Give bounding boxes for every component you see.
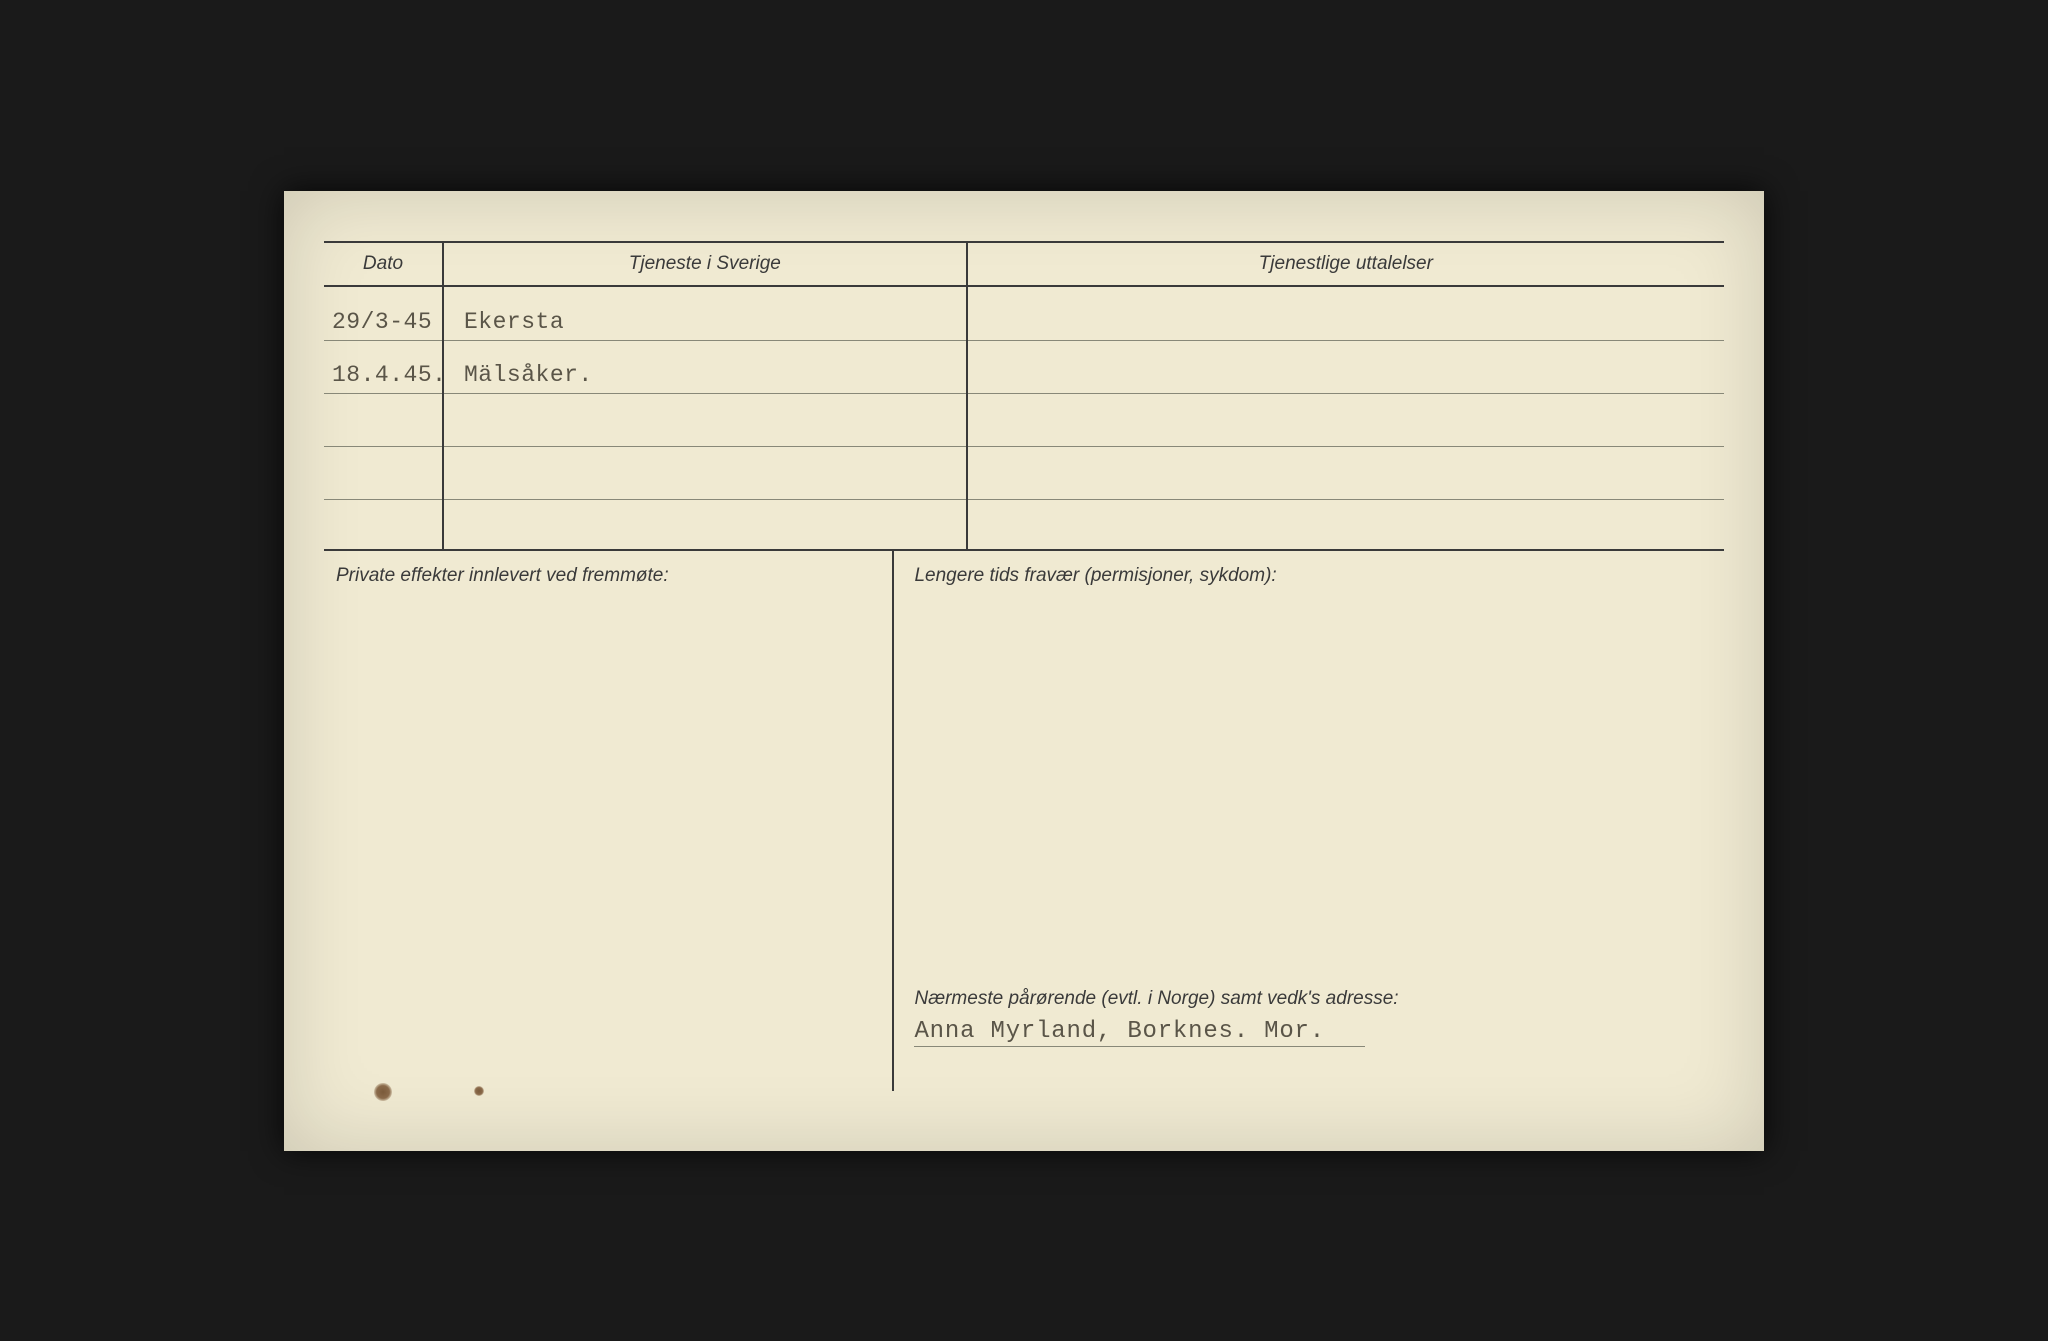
ruled-line (968, 393, 1724, 394)
private-effects-section: Private effekter innlevert ved fremmøte: (324, 551, 894, 1091)
ruled-line (324, 393, 442, 394)
column-dato: Dato 29/3-45 18.4.45. (324, 243, 444, 549)
ruled-line (444, 393, 966, 394)
ruled-line (444, 499, 966, 500)
uttalelser-body (968, 287, 1724, 549)
ruled-line (968, 340, 1724, 341)
tjeneste-body: Ekersta Mälsåker. (444, 287, 966, 549)
private-effects-label: Private effekter innlevert ved fremmøte: (336, 565, 880, 587)
relative-block: Nærmeste pårørende (evtl. i Norge) samt … (914, 988, 1704, 1077)
paper-stain (474, 1086, 484, 1096)
ruled-line (324, 499, 442, 500)
ruled-line (968, 446, 1724, 447)
ruled-line (324, 446, 442, 447)
relative-value: Anna Myrland, Borknes. Mor. (914, 1018, 1364, 1047)
tjeneste-entry-0: Ekersta (464, 309, 564, 335)
record-card: Dato 29/3-45 18.4.45. Tjeneste i Sverige… (284, 191, 1764, 1151)
ruled-line (968, 499, 1724, 500)
header-uttalelser: Tjenestlige uttalelser (968, 243, 1724, 287)
paper-stain (374, 1083, 392, 1101)
dato-entry-0: 29/3-45 (332, 309, 432, 335)
ruled-line (324, 340, 442, 341)
tjeneste-entry-1: Mälsåker. (464, 362, 593, 388)
ruled-line (444, 446, 966, 447)
column-uttalelser: Tjenestlige uttalelser (968, 243, 1724, 549)
top-section: Dato 29/3-45 18.4.45. Tjeneste i Sverige… (324, 241, 1724, 551)
header-dato: Dato (324, 243, 442, 287)
column-tjeneste: Tjeneste i Sverige Ekersta Mälsåker. (444, 243, 968, 549)
absence-label: Lengere tids fravær (permisjoner, sykdom… (914, 565, 1704, 587)
right-lower-section: Lengere tids fravær (permisjoner, sykdom… (894, 551, 1724, 1091)
header-tjeneste: Tjeneste i Sverige (444, 243, 966, 287)
dato-entry-1: 18.4.45. (332, 362, 446, 388)
bottom-section: Private effekter innlevert ved fremmøte:… (324, 551, 1724, 1091)
dato-body: 29/3-45 18.4.45. (324, 287, 442, 549)
relative-label: Nærmeste pårørende (evtl. i Norge) samt … (914, 988, 1704, 1010)
ruled-line (444, 340, 966, 341)
